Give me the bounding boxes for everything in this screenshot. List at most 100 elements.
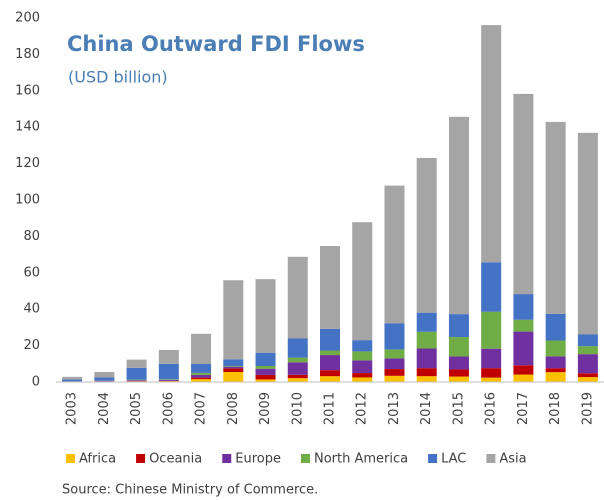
y-tick-label: 160 bbox=[15, 83, 40, 98]
bar-segment bbox=[62, 379, 83, 382]
bar-segment bbox=[255, 374, 276, 380]
bar-segment bbox=[287, 256, 308, 339]
x-tick-label: 2009 bbox=[258, 392, 273, 425]
legend-label: Europe bbox=[235, 452, 281, 467]
y-tick-label: 120 bbox=[15, 156, 40, 171]
legend-swatch bbox=[222, 454, 232, 463]
bar-segment bbox=[577, 132, 598, 335]
bar-segment bbox=[416, 331, 437, 349]
bar-segment bbox=[384, 185, 405, 324]
bar-segment bbox=[513, 93, 534, 295]
bar-segment bbox=[481, 25, 502, 263]
bar-segment bbox=[320, 350, 340, 356]
bar-segment bbox=[191, 377, 212, 380]
bar-segment bbox=[545, 313, 566, 341]
source: Source: Chinese Ministry of Commerce. bbox=[62, 483, 318, 498]
bar-segment bbox=[158, 349, 179, 364]
bar-segment bbox=[352, 373, 373, 378]
bar-segment bbox=[545, 340, 566, 357]
bar-segment bbox=[513, 294, 534, 320]
legend-label: LAC bbox=[441, 452, 466, 467]
bar-segment bbox=[126, 367, 147, 380]
bar-segment bbox=[416, 368, 437, 377]
y-tick-label: 80 bbox=[23, 229, 40, 244]
bar-segment bbox=[191, 363, 212, 373]
bar-segment bbox=[287, 357, 308, 363]
chart-title: China Outward FDI Flows bbox=[67, 32, 365, 56]
bar-segment bbox=[158, 379, 179, 381]
legend-swatch bbox=[66, 454, 75, 463]
bar-segment bbox=[223, 366, 244, 369]
bar-segment bbox=[191, 379, 212, 382]
bar-segment bbox=[223, 359, 244, 366]
x-tick-label: 2012 bbox=[355, 392, 370, 425]
bar-segment bbox=[416, 348, 437, 369]
bar-segment bbox=[545, 372, 566, 382]
bar-segment bbox=[287, 374, 308, 379]
bar-segment bbox=[577, 354, 598, 374]
bar-segment bbox=[448, 369, 469, 377]
bar-segment bbox=[320, 370, 340, 377]
bar-segment bbox=[416, 157, 437, 313]
bar-segment bbox=[320, 355, 340, 371]
legend-swatch bbox=[136, 454, 146, 463]
bar-segment bbox=[223, 365, 244, 367]
bar-segment bbox=[320, 246, 340, 329]
bar-segment bbox=[545, 368, 566, 373]
x-tick-label: 2015 bbox=[451, 392, 466, 425]
bar-segment bbox=[481, 311, 502, 349]
bar-segment bbox=[545, 121, 566, 314]
y-tick-label: 200 bbox=[15, 11, 40, 26]
bar-segment bbox=[448, 337, 469, 357]
x-tick-label: 2003 bbox=[65, 392, 80, 425]
bar-segment bbox=[255, 352, 276, 366]
bar-segment bbox=[191, 372, 212, 375]
bar-segment bbox=[158, 363, 179, 380]
chart-subtitle: (USD billion) bbox=[68, 68, 168, 87]
bar-segment bbox=[126, 380, 147, 381]
legend-swatch bbox=[428, 454, 438, 463]
y-tick-label: 180 bbox=[15, 47, 40, 62]
bar-segment bbox=[448, 116, 469, 315]
bar-segment bbox=[158, 379, 179, 380]
bar-segment bbox=[287, 362, 308, 375]
bar-segment bbox=[513, 374, 534, 382]
y-tick-label: 60 bbox=[23, 265, 40, 280]
legend-label: North America bbox=[314, 452, 408, 467]
y-tick-label: 40 bbox=[23, 302, 40, 317]
x-tick-label: 2019 bbox=[580, 392, 595, 425]
bar-segment bbox=[255, 368, 276, 375]
bar-segment bbox=[577, 373, 598, 378]
bar-segment bbox=[416, 312, 437, 332]
bar-segment bbox=[448, 376, 469, 382]
x-tick-label: 2005 bbox=[129, 392, 144, 425]
y-tick-label: 20 bbox=[23, 338, 40, 353]
bar-segment bbox=[287, 378, 308, 382]
bar-segment bbox=[352, 377, 373, 382]
x-tick-label: 2017 bbox=[516, 392, 531, 425]
bar-segment bbox=[352, 222, 373, 341]
bar-segment bbox=[448, 356, 469, 370]
bar-segment bbox=[481, 377, 502, 382]
bar-segment bbox=[352, 340, 373, 352]
x-tick-label: 2010 bbox=[290, 392, 305, 425]
bar-segment bbox=[384, 369, 405, 376]
bar-segment bbox=[481, 262, 502, 312]
x-tick-label: 2011 bbox=[323, 392, 338, 425]
legend-swatch bbox=[486, 454, 496, 463]
bar-segment bbox=[94, 371, 115, 378]
bar-segment bbox=[126, 379, 147, 381]
y-tick-label: 0 bbox=[32, 375, 40, 390]
bar-segment bbox=[191, 333, 212, 364]
bar-segment bbox=[255, 379, 276, 382]
legend-label: Africa bbox=[79, 452, 116, 467]
bar-segment bbox=[223, 280, 244, 360]
bar-segment bbox=[352, 351, 373, 361]
bar-segment bbox=[577, 377, 598, 382]
bar-segment bbox=[94, 377, 115, 381]
bar-segment bbox=[223, 368, 244, 372]
legend-label: Oceania bbox=[149, 452, 202, 467]
bar-segment bbox=[384, 375, 405, 382]
bar-segment bbox=[481, 368, 502, 378]
